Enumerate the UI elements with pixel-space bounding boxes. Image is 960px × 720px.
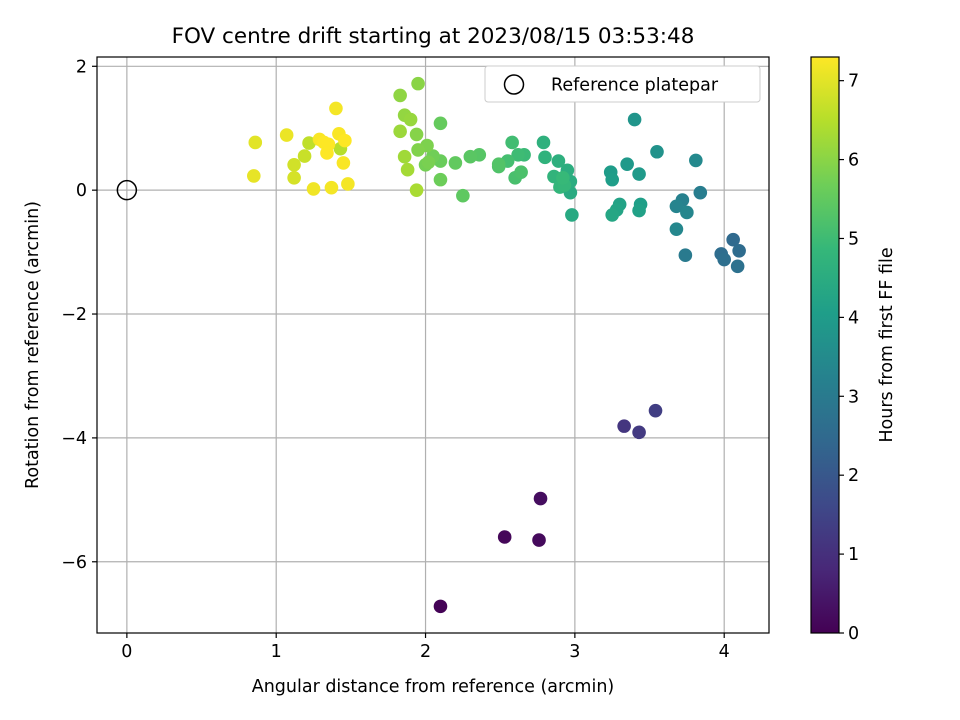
data-point xyxy=(433,116,448,131)
data-point xyxy=(620,157,634,171)
data-point xyxy=(556,170,570,185)
data-point xyxy=(650,144,664,159)
colorbar: 0 1 2 3 4 5 6 7 Hours from first FF file xyxy=(810,56,897,644)
data-point xyxy=(680,205,694,220)
data-point xyxy=(433,599,448,614)
y-tick-label: −4 xyxy=(61,429,87,449)
legend: Reference platepar xyxy=(484,65,761,103)
data-point xyxy=(247,169,261,183)
data-point xyxy=(689,153,703,168)
data-point xyxy=(717,252,731,267)
colorbar-tick-label: 1 xyxy=(848,545,859,565)
x-tick-label: 2 xyxy=(420,642,431,662)
colorbar-scale xyxy=(810,56,840,634)
data-point xyxy=(306,182,321,196)
data-point xyxy=(397,149,412,164)
data-point xyxy=(409,183,424,197)
y-axis: 2 0 −2 −4 −6 xyxy=(61,57,97,573)
data-point xyxy=(403,112,418,127)
data-point xyxy=(448,156,463,170)
colorbar-tick-label: 7 xyxy=(848,72,859,92)
data-points xyxy=(247,76,746,614)
legend-box xyxy=(484,65,761,103)
colorbar-tick-label: 6 xyxy=(848,151,859,171)
y-tick-label: −2 xyxy=(61,305,87,325)
colorbar-tick-label: 0 xyxy=(848,624,859,644)
y-tick-label: 0 xyxy=(76,181,87,201)
data-point xyxy=(617,419,631,433)
grid xyxy=(97,57,769,633)
data-point xyxy=(409,127,424,142)
data-point xyxy=(393,124,407,139)
x-axis-label: Angular distance from reference (arcmin) xyxy=(252,677,615,697)
reference-point xyxy=(116,179,138,201)
plot-frame xyxy=(96,56,770,634)
data-point xyxy=(248,135,263,150)
data-point xyxy=(538,150,552,165)
x-tick-label: 4 xyxy=(719,642,730,662)
data-point xyxy=(605,208,619,222)
colorbar-tick-label: 4 xyxy=(848,308,859,328)
data-point xyxy=(421,155,436,170)
data-point xyxy=(393,88,407,103)
y-tick-label: −6 xyxy=(61,553,87,573)
x-tick-label: 0 xyxy=(121,642,132,662)
data-point xyxy=(632,167,646,181)
data-point xyxy=(726,232,740,247)
chart-title: FOV centre drift starting at 2023/08/15 … xyxy=(172,24,695,49)
data-point xyxy=(463,149,478,164)
data-point xyxy=(669,222,684,236)
data-point xyxy=(669,199,684,214)
data-point xyxy=(324,180,339,195)
data-point xyxy=(279,128,294,142)
data-point xyxy=(320,146,334,160)
colorbar-tick-label: 3 xyxy=(848,387,859,407)
data-point xyxy=(456,188,470,203)
data-point xyxy=(632,425,646,440)
data-point xyxy=(411,143,425,157)
data-point xyxy=(400,162,415,177)
x-axis: 0 1 2 3 4 xyxy=(121,633,730,662)
data-point xyxy=(302,136,316,150)
x-tick-label: 3 xyxy=(569,642,580,662)
data-point xyxy=(287,170,301,185)
data-point xyxy=(648,403,663,418)
data-point xyxy=(505,135,519,150)
data-point xyxy=(536,135,551,150)
data-point xyxy=(532,533,546,547)
data-point xyxy=(627,112,642,127)
data-point xyxy=(551,154,566,168)
data-point xyxy=(329,101,343,116)
data-point xyxy=(605,172,619,187)
data-point xyxy=(514,165,528,179)
data-point xyxy=(338,133,352,148)
data-point xyxy=(491,157,506,171)
data-point xyxy=(732,244,746,258)
data-point xyxy=(433,172,448,187)
data-point xyxy=(511,148,525,162)
data-point xyxy=(632,203,646,218)
y-axis-label: Rotation from reference (arcmin) xyxy=(23,201,43,489)
data-point xyxy=(336,156,351,170)
data-point xyxy=(533,491,548,506)
legend-marker xyxy=(503,74,525,95)
data-point xyxy=(565,208,579,222)
data-point xyxy=(341,177,355,191)
colorbar-label: Hours from first FF file xyxy=(877,247,897,442)
data-point xyxy=(287,157,301,172)
y-tick-label: 2 xyxy=(76,57,87,77)
colorbar-tick-label: 5 xyxy=(848,229,859,249)
legend-label: Reference platepar xyxy=(551,76,719,96)
data-point xyxy=(730,259,745,274)
data-point xyxy=(297,149,312,163)
data-point xyxy=(678,248,693,262)
data-point xyxy=(497,530,512,544)
data-point xyxy=(411,76,425,91)
x-tick-label: 1 xyxy=(271,642,282,662)
colorbar-ticks: 0 1 2 3 4 5 6 7 xyxy=(839,72,859,644)
colorbar-tick-label: 2 xyxy=(848,466,859,486)
data-point xyxy=(693,185,708,200)
